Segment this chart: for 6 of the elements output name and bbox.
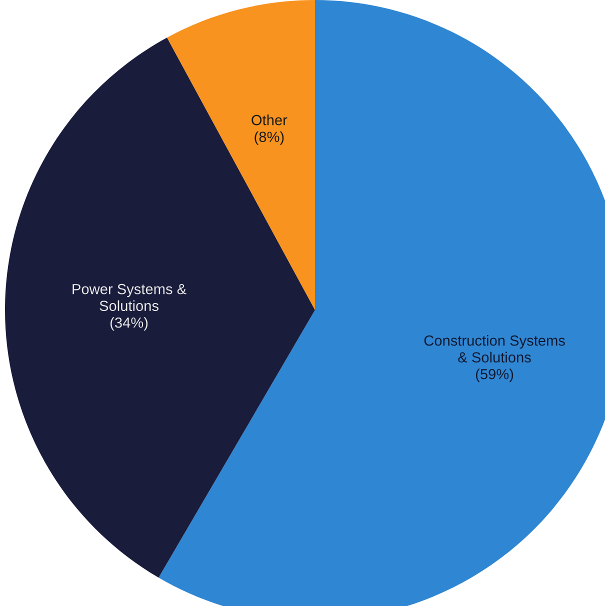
slice-label: Construction Systems & Solutions <box>424 335 565 363</box>
slice-label: Other <box>252 114 288 126</box>
data-label: (8%) <box>254 131 284 145</box>
data-label: (34%) <box>110 317 148 331</box>
data-label: (59%) <box>476 368 514 382</box>
slice-label: Power Systems & Solutions <box>72 284 186 312</box>
